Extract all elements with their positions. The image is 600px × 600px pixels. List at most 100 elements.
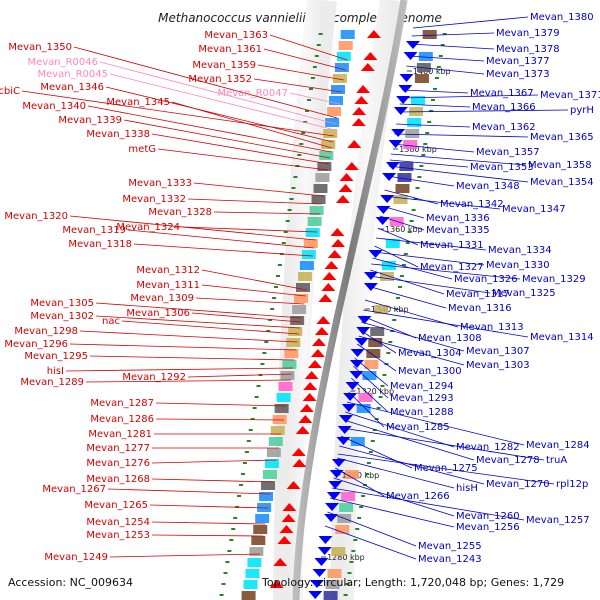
left-leader-line bbox=[109, 73, 336, 131]
gc-tick bbox=[277, 264, 282, 266]
gc-tick bbox=[392, 319, 397, 321]
left-gene-label: Mevan_1332 bbox=[122, 194, 186, 205]
gc-tick bbox=[421, 154, 426, 156]
gc-tick bbox=[312, 66, 317, 68]
reverse-gene-arrow bbox=[354, 338, 369, 346]
gc-tick bbox=[266, 330, 271, 332]
right-leader-line bbox=[337, 453, 555, 485]
left-leader-line bbox=[109, 553, 261, 558]
leader-lines bbox=[21, 16, 569, 560]
reverse-gene-arrow bbox=[317, 547, 332, 555]
gc-tick bbox=[274, 286, 279, 288]
cog-block bbox=[313, 184, 328, 193]
left-gene-label: Mevan_1328 bbox=[148, 207, 212, 218]
gc-tick bbox=[219, 594, 224, 596]
right-leader-line bbox=[342, 427, 545, 461]
kbp-scale-label: 1280 kbp bbox=[327, 553, 365, 562]
cog-block bbox=[286, 338, 301, 347]
map-title: Methanococcus vannielii SB, complete gen… bbox=[158, 11, 442, 25]
right-leader-line bbox=[370, 269, 445, 295]
right-leader-line bbox=[388, 165, 529, 183]
right-leader-line bbox=[390, 153, 527, 166]
left-gene-label: Mevan_1277 bbox=[86, 443, 150, 454]
left-leader-line bbox=[107, 488, 271, 495]
forward-gene-arrow bbox=[338, 184, 353, 192]
left-gene-label: Mevan_1254 bbox=[86, 517, 150, 528]
gc-tick bbox=[297, 154, 302, 156]
cog-block bbox=[251, 536, 266, 545]
cog-block bbox=[334, 63, 349, 72]
forward-gene-arrow bbox=[273, 558, 288, 566]
left-leader-line bbox=[151, 459, 277, 464]
cog-block bbox=[332, 74, 347, 83]
right-leader-line bbox=[375, 237, 487, 251]
cog-block bbox=[397, 173, 412, 182]
cog-block bbox=[341, 492, 356, 501]
right-leader-line bbox=[354, 357, 389, 387]
left-leader-line bbox=[65, 367, 293, 372]
forward-gene-arrow bbox=[279, 525, 294, 533]
left-gene-label: Mevan_1311 bbox=[136, 280, 200, 291]
forward-gene-arrow bbox=[314, 327, 329, 335]
cog-block bbox=[245, 569, 260, 578]
right-leader-line bbox=[346, 401, 525, 446]
gc-tick bbox=[405, 242, 410, 244]
gene-labels: Mevan_1363 Mevan_1361 Mevan_1359 Mevan_1352… bbox=[0, 12, 600, 565]
reverse-gene-arrow bbox=[341, 404, 356, 412]
right-leader-line bbox=[399, 103, 471, 108]
right-gene-label: Mevan_1347 bbox=[502, 204, 566, 215]
gc-tick bbox=[225, 561, 230, 563]
reverse-gene-arrow bbox=[393, 107, 408, 115]
left-leader-line bbox=[213, 211, 321, 215]
left-gene-label: Mevan_R0047 bbox=[217, 88, 288, 99]
right-leader-line bbox=[371, 263, 521, 280]
cog-block bbox=[368, 338, 383, 347]
right-leader-line bbox=[329, 497, 455, 528]
forward-gene-arrow bbox=[352, 107, 367, 115]
gc-tick bbox=[231, 528, 236, 530]
cog-block bbox=[309, 206, 324, 215]
gc-tick bbox=[378, 396, 383, 398]
gc-tick bbox=[436, 66, 441, 68]
left-gene-label: Mevan_1276 bbox=[86, 458, 150, 469]
gc-tick bbox=[299, 143, 304, 145]
right-leader-line bbox=[336, 457, 455, 489]
gc-tick bbox=[351, 550, 356, 552]
left-leader-line bbox=[95, 302, 302, 319]
gc-tick bbox=[227, 550, 232, 552]
right-leader-line bbox=[356, 343, 397, 372]
forward-gene-arrow bbox=[303, 382, 318, 390]
right-gene-label: Mevan_1303 bbox=[466, 360, 530, 371]
gc-tick bbox=[411, 209, 416, 211]
right-leader-line bbox=[339, 445, 485, 485]
left-leader-line bbox=[187, 373, 292, 378]
left-leader-line bbox=[89, 355, 295, 361]
right-leader-line bbox=[363, 309, 529, 338]
left-gene-label: Mevan_1296 bbox=[4, 339, 68, 350]
left-leader-line bbox=[133, 243, 313, 257]
right-gene-label: Mevan_1275 bbox=[414, 463, 478, 474]
gc-tick bbox=[305, 110, 310, 112]
right-leader-line bbox=[345, 411, 455, 448]
cog-block bbox=[330, 85, 345, 94]
left-gene-label: Mevan_1346 bbox=[40, 82, 104, 93]
left-gene-label: Mevan_1281 bbox=[88, 429, 152, 440]
gc-tick bbox=[429, 110, 434, 112]
cog-block bbox=[249, 547, 264, 556]
cog-block bbox=[292, 305, 307, 314]
gc-tick bbox=[374, 418, 379, 420]
right-gene-label: Mevan_1260 bbox=[456, 511, 520, 522]
gc-tick bbox=[413, 198, 418, 200]
forward-gene-arrow bbox=[321, 283, 336, 291]
left-leader-line bbox=[253, 78, 342, 93]
forward-gene-arrow bbox=[351, 118, 366, 126]
left-gene-label: Mevan_1350 bbox=[8, 42, 72, 53]
gc-tick bbox=[343, 594, 348, 596]
forward-gene-arrow bbox=[331, 239, 346, 247]
right-gene-label: Mevan_1266 bbox=[386, 491, 450, 502]
right-leader-line bbox=[333, 477, 455, 517]
reverse-gene-arrow bbox=[310, 580, 325, 588]
reverse-gene-arrow bbox=[396, 96, 411, 104]
left-gene-label: cbiC bbox=[0, 86, 20, 97]
gc-tick bbox=[388, 341, 393, 343]
